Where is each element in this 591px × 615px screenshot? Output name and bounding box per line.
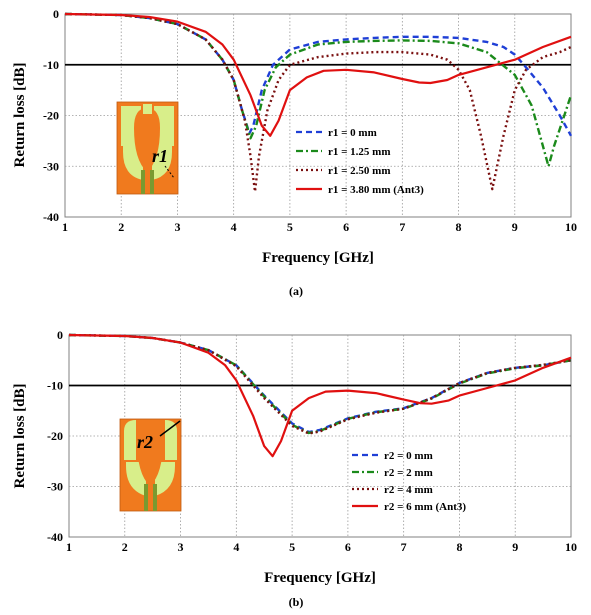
chart-a-series — [64, 12, 573, 193]
chart-b-x-tick-label: 10 — [565, 540, 577, 554]
chart-b-y-tick-label: -30 — [47, 480, 63, 494]
chart-b-y-tick-label: -20 — [47, 429, 63, 443]
chart-a-series-1-line — [64, 12, 573, 168]
chart-b-legend-label-0: r2 = 0 mm — [384, 450, 433, 462]
chart-b: 1 2 3 4 5 6 7 8 9 10 0 -10 -20 -30 -40 Frequency [GHz… — [12, 328, 577, 609]
chart-b-y-tick-label: -40 — [47, 530, 63, 544]
chart-a-y-ticks: 0 -10 -20 -30 -40 — [43, 7, 59, 224]
chart-b-y-tick-label: -10 — [47, 379, 63, 393]
chart-a-x-tick-label: 3 — [174, 220, 180, 234]
chart-a-y-label: Return loss [dB] — [12, 62, 28, 167]
chart-a-x-tick-label: 5 — [287, 220, 293, 234]
chart-b-y-ticks: 0 -10 -20 -30 -40 — [47, 328, 63, 544]
chart-b-x-tick-label: 8 — [456, 540, 462, 554]
chart-a-x-tick-label: 9 — [512, 220, 518, 234]
chart-a-series-0-line — [64, 12, 573, 137]
chart-b-inset-label: r2 — [137, 432, 153, 452]
chart-b-legend-label-1: r2 = 2 mm — [384, 467, 433, 479]
chart-b-antenna-inset: r2 — [119, 418, 182, 512]
chart-a-legend-label-1: r1 = 1.25 mm — [328, 146, 390, 158]
chart-a-y-tick-label: -20 — [43, 109, 59, 123]
chart-a-x-tick-label: 6 — [343, 220, 349, 234]
chart-a-x-tick-label: 4 — [231, 220, 237, 234]
chart-a-y-tick-label: -30 — [43, 159, 59, 173]
chart-b-x-tick-label: 5 — [289, 540, 295, 554]
chart-a-x-tick-label: 7 — [399, 220, 405, 234]
chart-a-y-tick-label: -40 — [43, 210, 59, 224]
chart-a-x-tick-label: 2 — [118, 220, 124, 234]
chart-a-series-3-line — [64, 12, 572, 137]
chart-a-x-ticks: 1 2 3 4 5 6 7 8 9 10 — [62, 220, 577, 234]
chart-b-y-label: Return loss [dB] — [12, 383, 28, 488]
chart-b-y-tick-label: 0 — [57, 328, 63, 342]
chart-a-series-2-line — [64, 12, 572, 193]
chart-b-x-tick-label: 7 — [401, 540, 407, 554]
chart-a-y-tick-label: -10 — [43, 58, 59, 72]
chart-b-legend-label-2: r2 = 4 mm — [384, 484, 433, 496]
chart-a-y-tick-label: 0 — [53, 7, 59, 21]
chart-b-panel-label: (b) — [289, 595, 304, 609]
chart-a-x-tick-label: 8 — [456, 220, 462, 234]
chart-b-x-ticks: 1 2 3 4 5 6 7 8 9 10 — [66, 540, 577, 554]
chart-a-inset-label: r1 — [152, 146, 168, 166]
chart-a-x-tick-label: 10 — [565, 220, 577, 234]
chart-b-legend-label-3: r2 = 6 mm (Ant3) — [384, 501, 466, 513]
chart-a-legend-label-3: r1 = 3.80 mm (Ant3) — [328, 184, 424, 196]
chart-b-x-tick-label: 9 — [512, 540, 518, 554]
chart-a-panel-label: (a) — [289, 284, 303, 298]
chart-b-x-tick-label: 4 — [233, 540, 239, 554]
chart-b-legend: r2 = 0 mm r2 = 2 mm r2 = 4 mm r2 = 6 mm (An… — [352, 450, 466, 513]
chart-a-legend-label-0: r1 = 0 mm — [328, 127, 377, 139]
chart-b-x-label: Frequency [GHz] — [264, 570, 376, 586]
chart-b-x-tick-label: 3 — [178, 540, 184, 554]
chart-a-x-tick-label: 1 — [62, 220, 68, 234]
chart-a-legend: r1 = 0 mm r1 = 1.25 mm r1 = 2.50 mm r1 = 3.… — [296, 127, 424, 196]
chart-a-legend-label-2: r1 = 2.50 mm — [328, 165, 390, 177]
chart-a: 1 2 3 4 5 6 7 8 9 10 0 -10 -20 -30 -40 Frequency [GHz… — [12, 7, 577, 298]
chart-a-x-label: Frequency [GHz] — [262, 250, 374, 266]
chart-b-x-tick-label: 2 — [122, 540, 128, 554]
chart-b-x-tick-label: 6 — [345, 540, 351, 554]
chart-b-series — [68, 333, 572, 458]
chart-a-antenna-inset: r1 — [116, 101, 179, 195]
chart-b-series-3-line — [68, 333, 572, 458]
chart-b-x-tick-label: 1 — [66, 540, 72, 554]
